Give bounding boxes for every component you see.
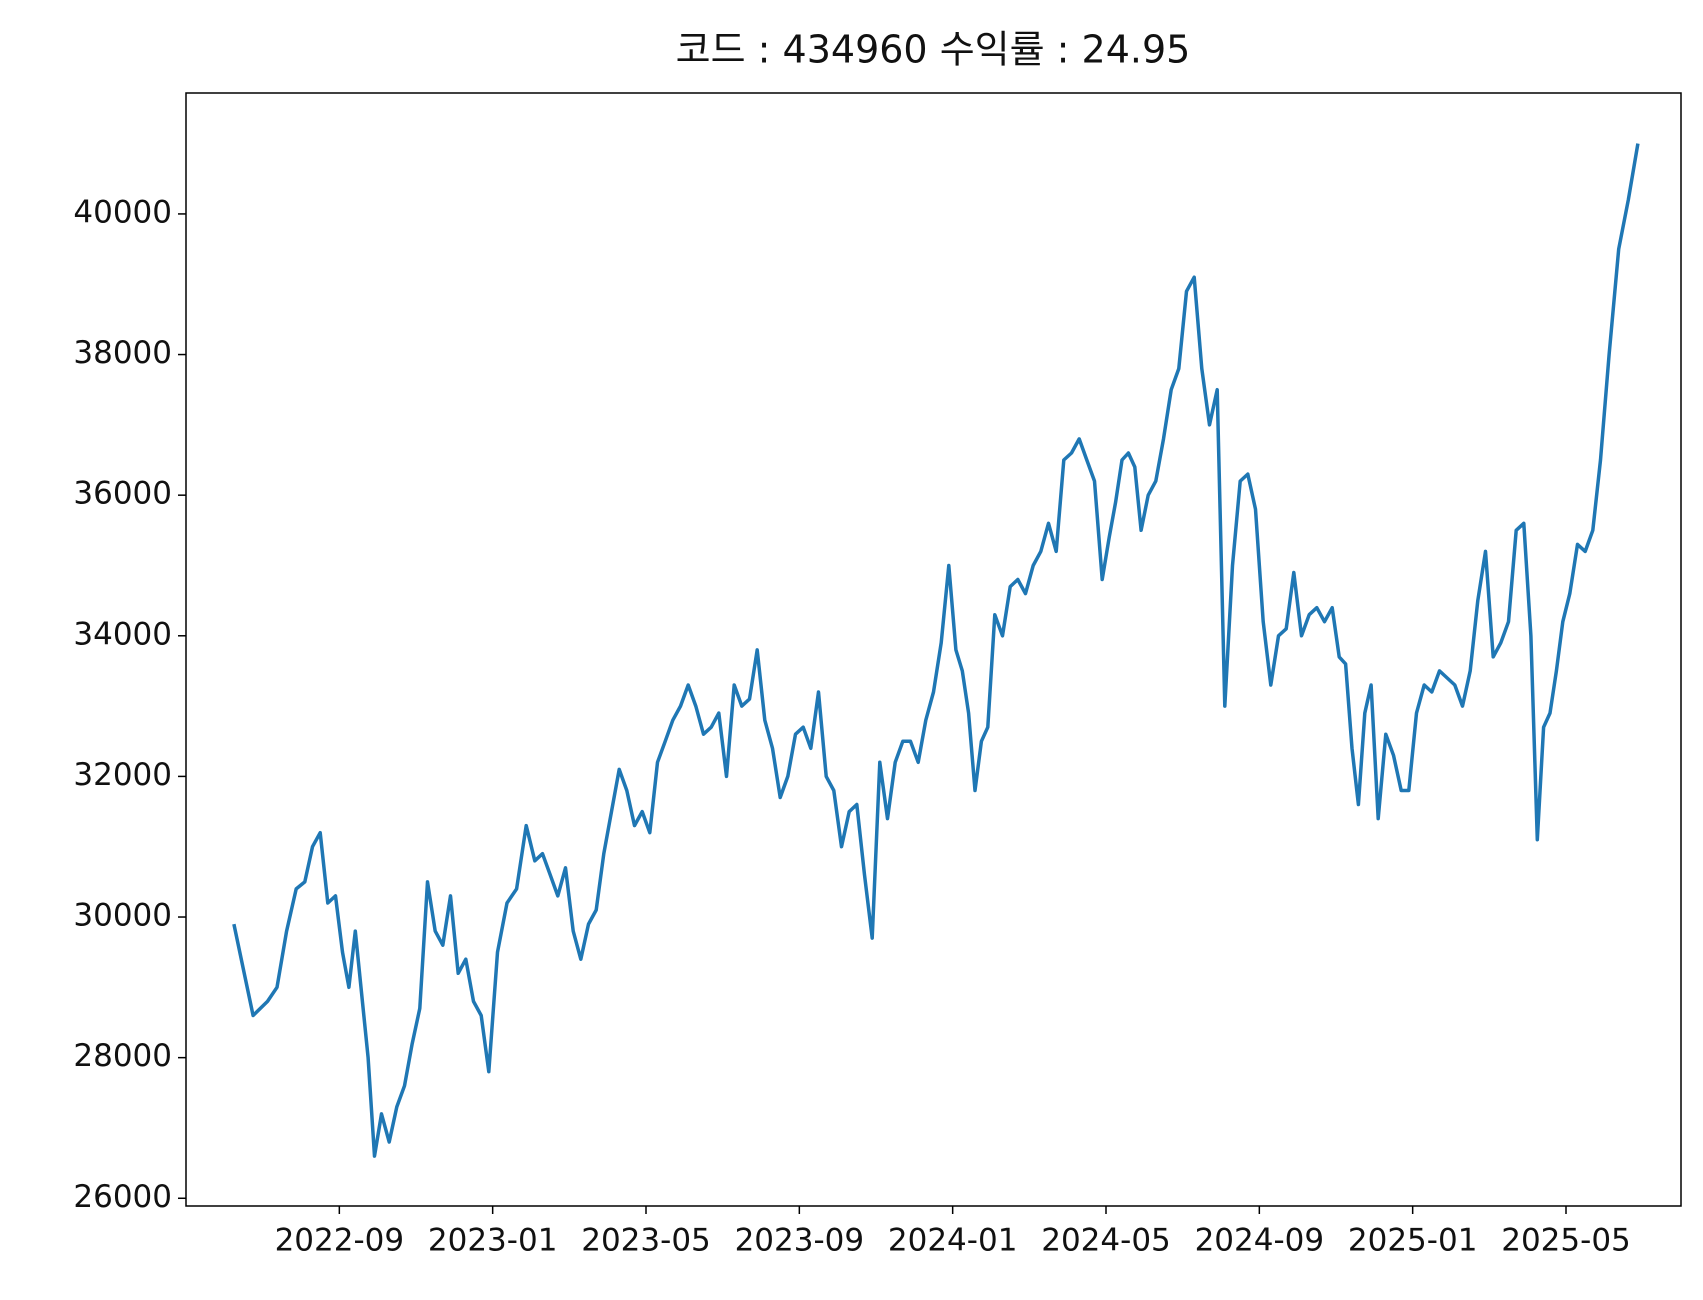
- x-tick-label: 2022-09: [275, 1223, 405, 1259]
- line-series: [232, 143, 1640, 1158]
- chart-title: 코드 : 434960 수익률 : 24.95: [676, 28, 1191, 72]
- y-tick-label: 34000: [73, 616, 172, 652]
- y-tick-label: 32000: [73, 757, 172, 793]
- y-tick-label: 40000: [73, 194, 172, 230]
- y-tick-label: 36000: [73, 476, 172, 512]
- y-tick-label: 28000: [73, 1038, 172, 1074]
- y-tick-label: 26000: [73, 1179, 172, 1215]
- y-tick-label: 38000: [73, 335, 172, 371]
- x-tick-label: 2023-01: [428, 1223, 558, 1259]
- x-tick-label: 2024-01: [888, 1223, 1018, 1259]
- x-tick-label: 2024-09: [1195, 1223, 1325, 1259]
- x-tick-label: 2024-05: [1041, 1223, 1171, 1259]
- x-tick-label: 2023-09: [735, 1223, 865, 1259]
- x-tick-label: 2025-01: [1348, 1223, 1478, 1259]
- x-tick-label: 2025-05: [1501, 1223, 1631, 1259]
- x-tick-label: 2023-05: [581, 1223, 711, 1259]
- y-tick-label: 30000: [73, 898, 172, 934]
- plot-frame: [185, 92, 1682, 1207]
